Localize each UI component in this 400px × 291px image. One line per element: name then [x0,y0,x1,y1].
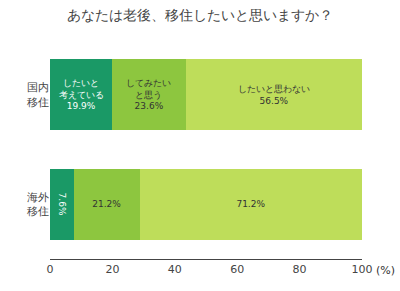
svg-text:7.6%: 7.6% [57,193,67,216]
svg-text:0: 0 [47,263,54,276]
svg-text:71.2%: 71.2% [236,199,265,209]
svg-text:したいと思わない56.5%: したいと思わない56.5% [238,84,310,106]
svg-text:21.2%: 21.2% [92,199,121,209]
svg-text:してみたいと思う23.6%: してみたいと思う23.6% [126,78,171,111]
svg-text:海外移住: 海外移住 [27,191,49,218]
svg-text:国内移住: 国内移住 [27,81,49,108]
svg-text:80: 80 [293,263,307,276]
svg-text:したいと考えている19.9%: したいと考えている19.9% [59,78,104,111]
svg-text:20: 20 [105,263,119,276]
svg-text:60: 60 [230,263,244,276]
svg-text:あなたは老後、移住したいと思いますか？: あなたは老後、移住したいと思いますか？ [67,7,333,23]
svg-text:(%): (%) [376,264,395,277]
svg-text:40: 40 [168,263,182,276]
svg-text:100: 100 [352,263,373,276]
